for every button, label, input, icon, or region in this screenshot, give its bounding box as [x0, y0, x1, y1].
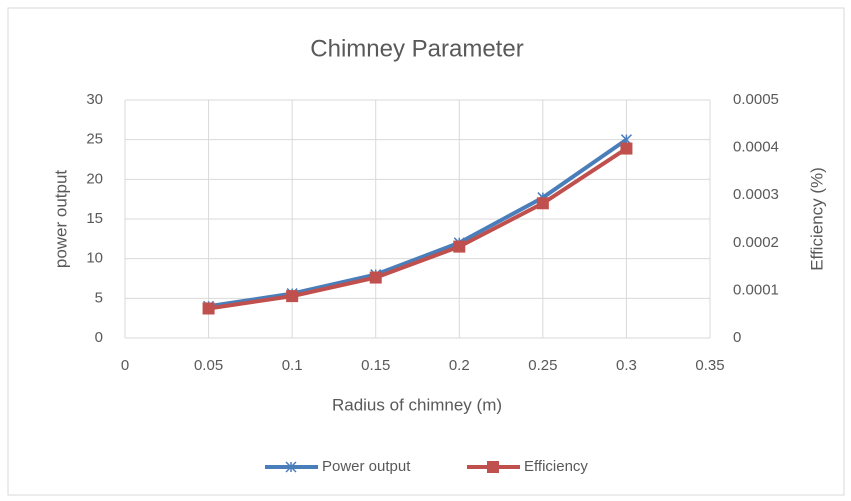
y2-tick-label: 0.0003	[733, 186, 779, 203]
x-tick-label: 0.05	[194, 357, 223, 374]
series-line	[208, 146, 628, 311]
y-tick-label: 15	[86, 210, 103, 227]
legend-label: Efficiency	[524, 458, 588, 475]
chart-title: Chimney Parameter	[310, 35, 523, 62]
y2-tick-label: 0.0004	[733, 139, 779, 156]
y2-tick-label: 0.0002	[733, 234, 779, 251]
marker	[536, 197, 549, 210]
x-tick-label: 0.25	[528, 357, 557, 374]
y-tick-label: 25	[86, 131, 103, 148]
y-tick-label: 30	[86, 91, 103, 108]
y-tick-label: 10	[86, 250, 103, 267]
y2-axis-label: Efficiency (%)	[807, 167, 826, 271]
legend-label: Power output	[322, 458, 411, 475]
x-tick-label: 0.15	[361, 357, 390, 374]
marker	[620, 142, 633, 155]
y-tick-label: 5	[95, 289, 103, 306]
x-tick-label: 0.1	[282, 357, 303, 374]
y-tick-label: 0	[95, 329, 103, 346]
marker	[487, 461, 499, 473]
x-tick-label: 0	[121, 357, 129, 374]
x-tick-label: 0.3	[616, 357, 637, 374]
marker	[285, 461, 297, 473]
y2-tick-label: 0.0005	[733, 91, 779, 108]
marker	[286, 290, 299, 303]
y-tick-label: 20	[86, 170, 103, 187]
y2-tick-label: 0	[733, 329, 741, 346]
series-line	[208, 138, 628, 309]
y2-tick-label: 0.0001	[733, 281, 779, 298]
x-tick-label: 0.2	[449, 357, 470, 374]
chart-border	[7, 7, 845, 496]
x-tick-label: 0.35	[695, 357, 724, 374]
x-axis-label: Radius of chimney (m)	[332, 395, 502, 414]
y-axis-label: power output	[51, 170, 70, 269]
marker	[202, 302, 215, 315]
marker	[369, 271, 382, 284]
marker	[453, 240, 466, 253]
